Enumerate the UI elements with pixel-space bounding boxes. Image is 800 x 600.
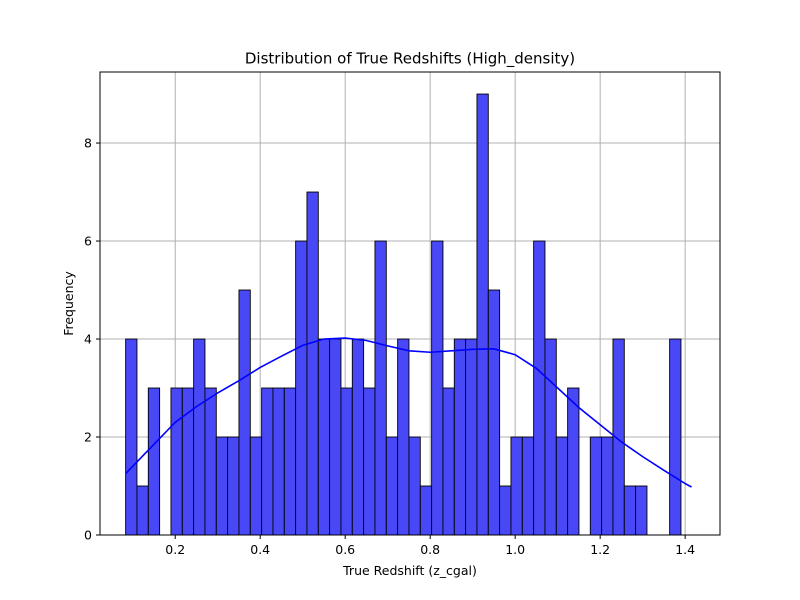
histogram-bar xyxy=(363,387,376,536)
histogram-bar xyxy=(295,240,308,536)
histogram-bar xyxy=(533,240,546,536)
histogram-bar xyxy=(204,387,217,536)
histogram-bar xyxy=(272,387,285,536)
histogram-bars xyxy=(125,93,682,536)
histogram-bar xyxy=(227,436,240,536)
x-axis-ticks: 0.2 0.4 0.6 0.8 1.0 1.2 1.4 xyxy=(165,535,695,557)
histogram-bar xyxy=(136,485,149,536)
histogram-bar xyxy=(306,191,319,536)
y-tick-label: 8 xyxy=(84,136,92,151)
histogram-bar xyxy=(431,240,444,536)
histogram-bar xyxy=(623,485,637,536)
histogram-bar xyxy=(261,387,274,536)
histogram-bar xyxy=(635,485,648,536)
x-tick-label: 0.8 xyxy=(420,542,440,557)
histogram-bar xyxy=(374,240,387,536)
histogram-bar xyxy=(170,387,183,536)
histogram-bar xyxy=(419,485,433,536)
histogram-bar xyxy=(385,436,399,536)
histogram-bar xyxy=(510,436,523,536)
histogram-bar xyxy=(499,485,512,536)
histogram-bar xyxy=(340,387,353,536)
y-axis-label: Frequency xyxy=(61,271,76,336)
histogram-bar xyxy=(329,338,342,536)
plot-frame xyxy=(99,71,721,536)
histogram-bar xyxy=(249,436,263,536)
kde-curve xyxy=(124,337,692,488)
histogram-bar xyxy=(351,338,365,536)
histogram-bar xyxy=(125,338,138,536)
x-tick-label: 0.6 xyxy=(335,542,355,557)
x-tick-label: 0.2 xyxy=(165,542,185,557)
x-tick-label: 1.4 xyxy=(675,542,695,557)
histogram-bar xyxy=(544,338,557,536)
histogram-bar xyxy=(408,436,421,536)
histogram-bar xyxy=(442,387,455,536)
x-tick-label: 1.0 xyxy=(505,542,525,557)
y-tick-label: 6 xyxy=(84,234,92,249)
histogram-bar xyxy=(453,338,467,536)
histogram-bar xyxy=(476,93,489,536)
histogram-bar xyxy=(215,436,229,536)
histogram-bar xyxy=(487,289,501,536)
histogram-bar xyxy=(317,338,331,536)
histogram-bar xyxy=(601,436,614,536)
histogram-bar xyxy=(555,436,569,536)
histogram-bar xyxy=(669,338,682,536)
chart-title: Distribution of True Redshifts (High_den… xyxy=(245,50,575,69)
histogram-bar xyxy=(397,338,410,536)
x-axis-label: True Redshift (z_cgal) xyxy=(342,563,477,578)
histogram-bar xyxy=(283,387,297,536)
y-tick-label: 2 xyxy=(84,430,92,445)
histogram-bar xyxy=(589,436,603,536)
histogram-bar xyxy=(193,338,206,536)
histogram-bar xyxy=(147,387,161,536)
x-tick-label: 1.2 xyxy=(590,542,610,557)
y-tick-label: 0 xyxy=(84,528,92,543)
x-tick-label: 0.4 xyxy=(250,542,270,557)
histogram-bar xyxy=(521,436,535,536)
histogram-bar xyxy=(567,387,580,536)
y-tick-label: 4 xyxy=(84,332,92,347)
y-axis-ticks: 0 2 4 6 8 xyxy=(84,136,100,543)
histogram-bar xyxy=(465,338,478,536)
histogram-bar xyxy=(238,289,251,536)
